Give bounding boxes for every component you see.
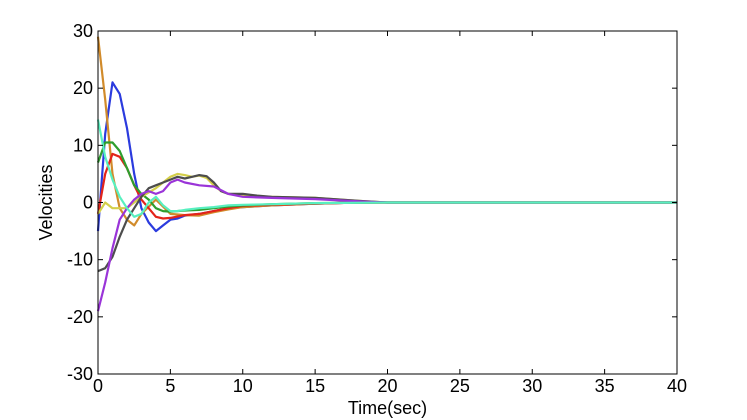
series-line-5	[97, 172, 677, 215]
x-tick-label: 40	[667, 376, 687, 396]
y-tick-label: 0	[83, 193, 93, 213]
series-line-6	[97, 174, 677, 273]
series-layer	[96, 36, 677, 312]
y-tick-label: -10	[67, 250, 93, 270]
x-tick-label: 35	[595, 376, 615, 396]
x-tick-label: 5	[165, 376, 175, 396]
series-line-2	[96, 36, 677, 227]
ticks-layer: 0 5 10 15 20 25 30 35 40 -30 -20 -10 0 10 20 30	[67, 21, 687, 396]
x-tick-label: 10	[233, 376, 253, 396]
y-tick-label: 20	[73, 78, 93, 98]
x-axis-label: Time(sec)	[348, 398, 427, 418]
x-tick-label: 30	[522, 376, 542, 396]
x-tick-label: 15	[305, 376, 325, 396]
y-tick-label: -20	[67, 307, 93, 327]
x-tick-label: 0	[93, 376, 103, 396]
series-line-4	[96, 141, 677, 213]
x-tick-label: 25	[450, 376, 470, 396]
y-axis-label: Velocities	[36, 164, 56, 240]
x-tick-label: 20	[377, 376, 397, 396]
series-line-7	[96, 178, 677, 312]
series-line-8	[96, 119, 677, 218]
y-tick-label: 30	[73, 21, 93, 41]
y-tick-label: -30	[67, 364, 93, 384]
y-tick-label: 10	[73, 135, 93, 155]
